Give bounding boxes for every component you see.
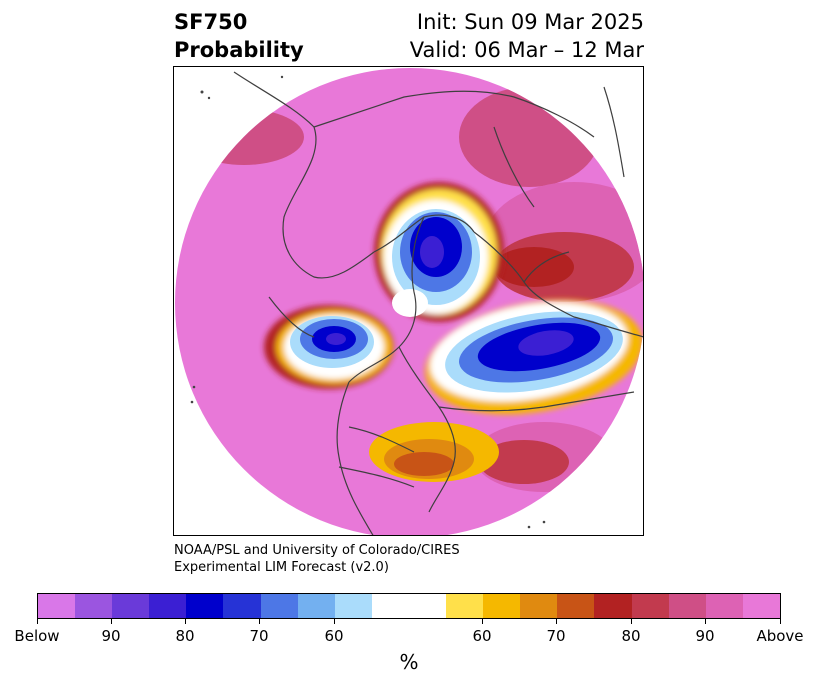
- colorbar-tick: [37, 618, 38, 624]
- valid-range: Valid: 06 Mar – 12 Mar: [409, 38, 644, 62]
- colorbar-label: 90: [695, 627, 715, 645]
- map-title: SF750 Probability: [174, 8, 304, 64]
- title-line-1: SF750: [174, 10, 248, 34]
- negative-anomalies: [290, 209, 623, 393]
- colorbar-segment: [334, 594, 372, 618]
- colorbar-segment: [557, 594, 595, 618]
- colorbar-segment: [483, 594, 521, 618]
- credit-text: NOAA/PSL and University of Colorado/CIRE…: [174, 542, 460, 576]
- colorbar-label: Above: [756, 627, 804, 645]
- colorbar-label: 90: [101, 627, 121, 645]
- colorbar-tick: [780, 618, 781, 624]
- islands: [190, 75, 546, 529]
- colorbar-tick: [334, 618, 335, 624]
- colorbar-segment: [705, 594, 743, 618]
- init-date: Init: Sun 09 Mar 2025: [416, 10, 644, 34]
- credit-line-2: Experimental LIM Forecast (v2.0): [174, 560, 389, 575]
- colorbar-label: 80: [175, 627, 195, 645]
- colorbar-segment: [75, 594, 113, 618]
- colorbar-label: 70: [249, 627, 269, 645]
- colorbar-segment: [223, 594, 261, 618]
- colorbar-label: Below: [14, 627, 60, 645]
- polar-map-graphic: [175, 68, 643, 535]
- colorbar-segment: [446, 594, 484, 618]
- colorbar-label: 60: [324, 627, 344, 645]
- colorbar-segment: [112, 594, 150, 618]
- colorbar-label: 70: [546, 627, 566, 645]
- colorbar-segment: [186, 594, 224, 618]
- colorbar-tick: [705, 618, 706, 624]
- colorbar-tick: [482, 618, 483, 624]
- colorbar-segment: [594, 594, 632, 618]
- colorbar-segment: [297, 594, 335, 618]
- probability-field: [175, 68, 643, 535]
- colorbar-tick: [631, 618, 632, 624]
- colorbar-segment: [668, 594, 706, 618]
- colorbar-segment: [38, 594, 76, 618]
- credit-line-1: NOAA/PSL and University of Colorado/CIRE…: [174, 543, 460, 558]
- colorbar-tick: [185, 618, 186, 624]
- forecast-dates: Init: Sun 09 Mar 2025 Valid: 06 Mar – 12…: [410, 8, 644, 64]
- polar-map: [173, 66, 644, 536]
- colorbar-tick: [259, 618, 260, 624]
- colorbar-label: 80: [621, 627, 641, 645]
- coastlines: [233, 71, 643, 535]
- colorbar-segment: [149, 594, 187, 618]
- colorbar-unit: %: [399, 650, 419, 674]
- colorbar: [37, 593, 781, 619]
- colorbar-segment: [371, 594, 447, 618]
- colorbar-label: 60: [472, 627, 492, 645]
- title-line-2: Probability: [174, 38, 304, 62]
- colorbar-tick: [111, 618, 112, 624]
- colorbar-tick: [556, 618, 557, 624]
- colorbar-segment: [631, 594, 669, 618]
- colorbar-segment: [260, 594, 298, 618]
- colorbar-segment: [742, 594, 780, 618]
- colorbar-segment: [520, 594, 558, 618]
